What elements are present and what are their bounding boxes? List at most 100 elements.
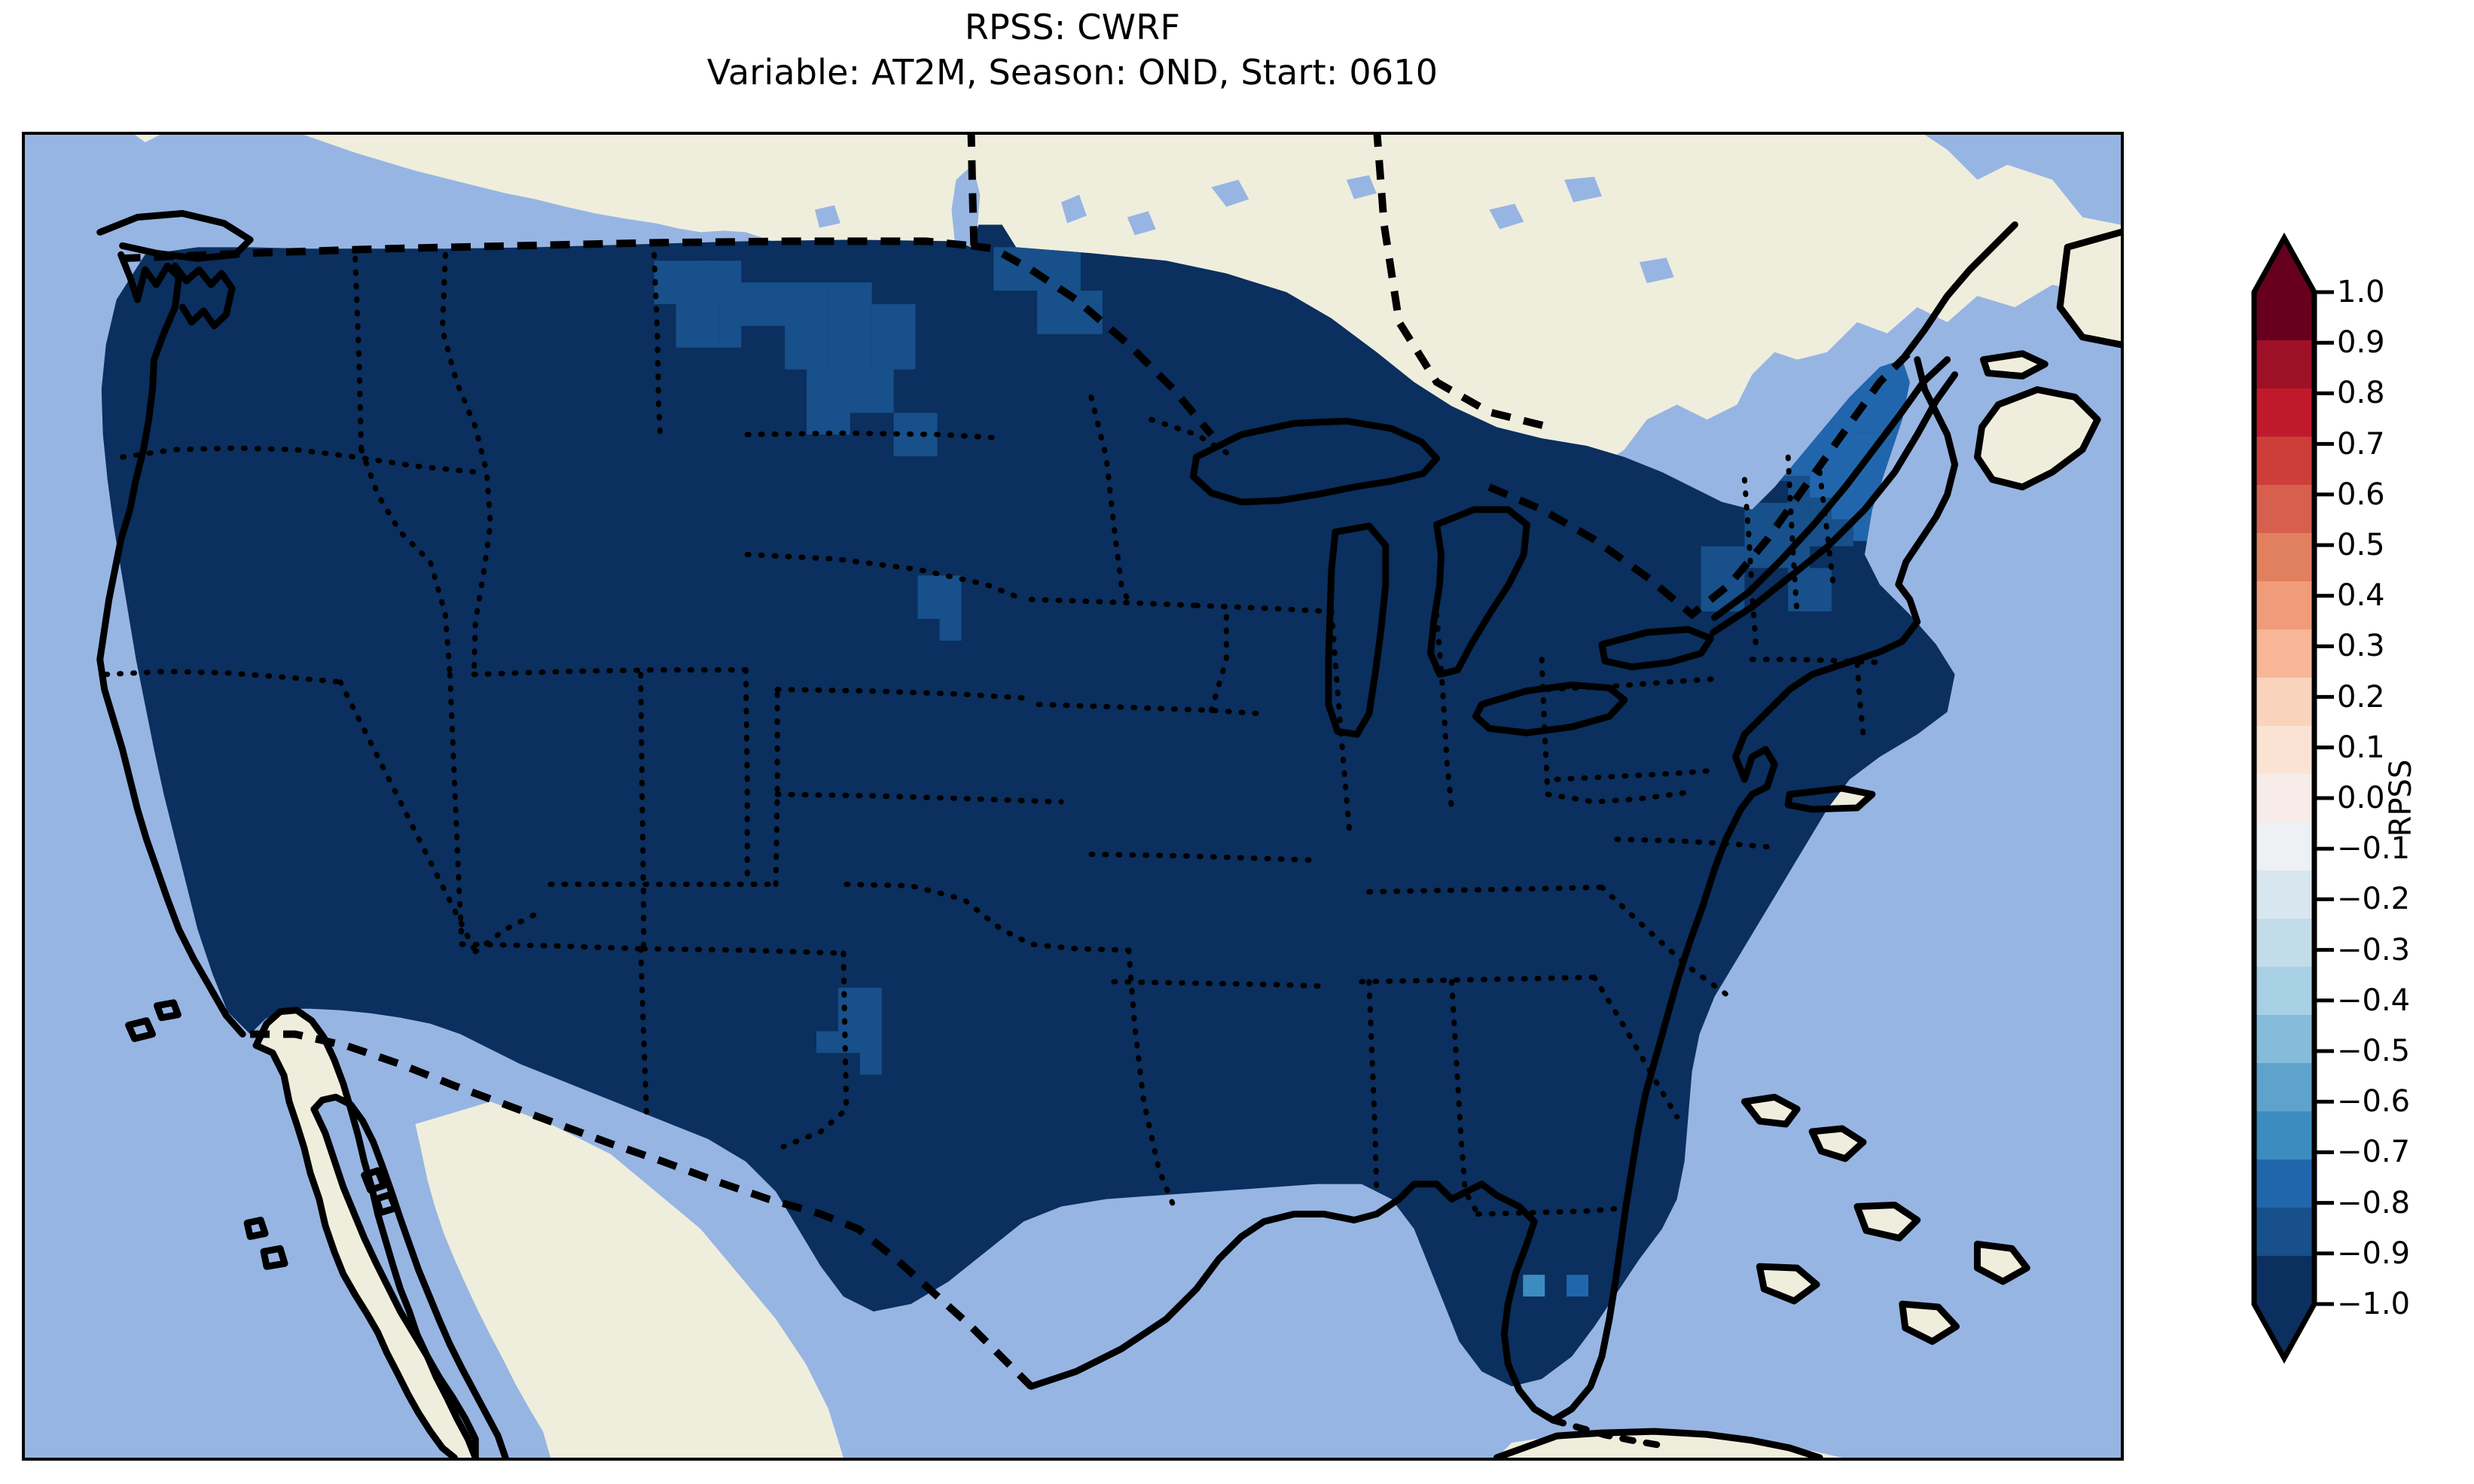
border-pa-md: [1554, 767, 1718, 782]
title-line-metric: RPSS: CWRF: [964, 7, 1181, 47]
lake-small-4: [1564, 176, 1602, 203]
border-in-oh: [1434, 611, 1455, 812]
colorbar-axis-label: RPSS: [2384, 759, 2418, 837]
coast-lake-huron: [1427, 506, 1530, 678]
border-ct-ri: [1854, 661, 1866, 737]
colorbar-band: [2254, 581, 2314, 630]
colorbar-tick-label: −0.6: [2337, 1084, 2411, 1120]
country-borders-layer: [120, 135, 1913, 1389]
border-mo-ar: [1088, 852, 1319, 864]
border-ok-tx: [843, 881, 1132, 953]
border-mn-wi: [1088, 394, 1132, 605]
coast-vancouver-island: [96, 210, 254, 262]
border-us-canada-west: [120, 237, 972, 263]
colorbar-tick-label: −0.4: [2337, 983, 2411, 1018]
colorbar-band: [2254, 292, 2314, 341]
border-ga-fl: [1475, 1205, 1627, 1217]
coast-bahamas-6: [1974, 1240, 2030, 1285]
border-ar-la: [1111, 979, 1327, 989]
colorbar-tick-label: 0.1: [2337, 730, 2385, 765]
border-tx-la: [1126, 947, 1177, 1210]
border-nd-mt: [651, 251, 663, 437]
coast-lake-superior: [1190, 417, 1441, 506]
border-canada-interior-2: [967, 135, 978, 248]
border-nd-sd: [744, 430, 996, 440]
coast-st-lawrence: [1710, 371, 1959, 636]
border-ky-tn: [1366, 884, 1605, 894]
colorbar-tick-label: −0.8: [2337, 1185, 2411, 1220]
map-canvas: [25, 135, 2121, 1458]
colorbar-tick-label: −0.2: [2337, 882, 2411, 917]
island-channel-1: [125, 1017, 156, 1043]
island-baja-1: [361, 1167, 388, 1194]
coast-cuba: [1493, 1428, 1823, 1458]
colorbar-band: [2254, 485, 2314, 534]
colorbar-band: [2254, 1208, 2314, 1257]
border-wa-id: [352, 255, 365, 453]
colorbar-band: [2254, 919, 2314, 967]
coast-bahamas-2: [1808, 1125, 1867, 1163]
border-al-ga: [1449, 979, 1481, 1217]
coast-st-lawrence-south: [1711, 356, 1951, 621]
colorbar-tick-label: 0.3: [2337, 629, 2385, 664]
border-ca-nv: [337, 679, 478, 955]
border-sc-nc: [1599, 884, 1732, 1000]
coast-bahamas-4: [1756, 1263, 1820, 1305]
colorbar-band: [2254, 340, 2314, 389]
border-or-ca: [103, 669, 343, 685]
coast-pei: [1980, 350, 2048, 380]
colorbar-band: [2254, 726, 2314, 775]
border-ne-ks: [774, 687, 1034, 702]
colorbar-band: [2254, 1015, 2314, 1064]
coast-puget-sound: [171, 262, 236, 330]
coast-atlantic: [1642, 356, 1959, 1098]
coast-bahamas-5: [1899, 1300, 1960, 1345]
colorbar-band: [2254, 389, 2314, 437]
lake-small-2: [1127, 211, 1156, 236]
border-us-mexico: [250, 1030, 1034, 1389]
title-line-details: Variable: AT2M, Season: OND, Start: 0610: [706, 52, 1438, 93]
border-il-in: [1329, 608, 1353, 835]
coast-lake-michigan: [1325, 523, 1390, 738]
lake-of-woods: [1061, 194, 1087, 224]
colorbar-tick-label: −0.7: [2337, 1135, 2411, 1170]
colorbar-extend-arrow-bottom: [2254, 1304, 2314, 1358]
border-va-wv-md: [1545, 790, 1688, 805]
lake-small-7: [814, 205, 840, 228]
colorbar-tick-label: 0.5: [2337, 528, 2385, 562]
colorbar-band: [2254, 629, 2314, 678]
border-nh-me: [1817, 469, 1836, 587]
border-canada-interior-1: [1373, 135, 1551, 431]
coast-nova-scotia: [1974, 385, 2101, 491]
island-baja-4: [260, 1245, 288, 1270]
colorbar-tick-label: 0.2: [2337, 679, 2385, 715]
land-mexico-mainland: [415, 1102, 843, 1458]
colorbar-band: [2254, 533, 2314, 582]
land-quebec: [1216, 135, 1843, 318]
colorbar-tick-label: −0.3: [2337, 932, 2411, 967]
colorbar-tick-label: 0.8: [2337, 376, 2385, 411]
land-newfoundland: [2060, 232, 2121, 345]
colorbar-band: [2254, 437, 2314, 486]
water-gulf-of-california: [313, 1097, 506, 1458]
island-channel-2: [154, 999, 182, 1022]
border-ut-az: [459, 941, 644, 952]
colorbar-tick-label: −0.5: [2337, 1034, 2411, 1068]
map-axes: [22, 132, 2124, 1461]
border-nv-ut: [447, 672, 465, 947]
lake-small-6: [1346, 175, 1377, 200]
island-baja-2: [373, 1191, 400, 1216]
border-mi-wi-lake: [1149, 416, 1237, 460]
border-id-mt: [439, 251, 493, 678]
colorbar-band: [2254, 1111, 2314, 1160]
coast-baja-west: [252, 1042, 458, 1458]
colorbar-ticks: [2314, 290, 2334, 1306]
colorbar-band: [2254, 774, 2314, 823]
island-baja-3: [243, 1216, 269, 1240]
border-az-nm: [638, 946, 650, 1120]
border-ga-sc: [1591, 974, 1680, 1120]
colorbar-band: [2254, 870, 2314, 919]
colorbar-tick-labels: 1.0 0.9 0.8 0.7 0.6 0.5 0.4 0.3 0.2 0.1 0.0 −0.1 −0.…: [2254, 275, 2427, 1321]
lake-small-3: [1489, 203, 1524, 230]
border-mn-ia: [1028, 596, 1200, 608]
